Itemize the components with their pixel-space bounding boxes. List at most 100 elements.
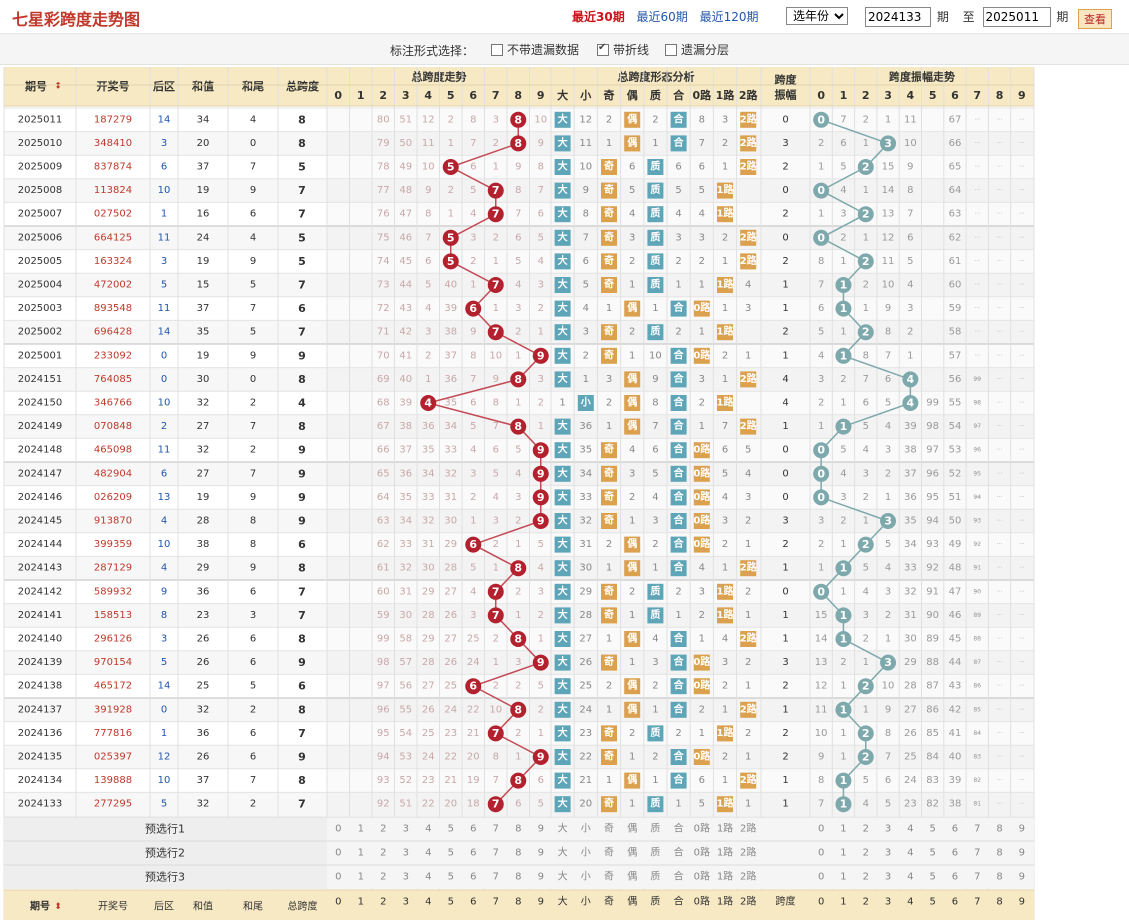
back-cell: 9: [161, 586, 167, 597]
row-bg-trend: [327, 721, 1034, 746]
span-miss: 74: [377, 256, 390, 267]
form-tag-label: 合: [673, 466, 685, 479]
amp-miss-small: ···: [997, 659, 1003, 666]
amp-miss: 32: [904, 586, 917, 597]
back-cell: 11: [158, 232, 171, 243]
amp-miss-small: ···: [997, 282, 1003, 289]
preselect-span-digit: 4: [425, 848, 431, 859]
amp-ball: [813, 442, 830, 459]
form-miss: 2: [652, 114, 658, 125]
span-ball-label: 4: [424, 397, 432, 410]
form-miss: 1: [629, 799, 635, 810]
number-cell: 113824: [94, 185, 132, 196]
span-miss: 2: [448, 114, 454, 125]
form-tag-label: 质: [650, 608, 660, 621]
form-tag-label: 小: [580, 396, 591, 409]
form-tag-3: [624, 560, 641, 577]
span-ball: [532, 465, 549, 482]
form-tag-label: 奇: [604, 750, 614, 763]
form-miss: 1: [606, 634, 612, 645]
footer-span-digit: 3: [403, 897, 409, 908]
amp-miss: 1: [818, 209, 824, 220]
form-tag-label: 大: [558, 443, 568, 456]
option-no-miss[interactable]: 不带遗漏数据: [491, 41, 579, 58]
form-tag-5: [670, 772, 687, 789]
form-tag-label: 质: [650, 160, 660, 173]
amp-miss: 84: [926, 752, 939, 763]
issue-cell: 2024145: [18, 516, 63, 527]
amp-miss: 7: [840, 114, 846, 125]
span-miss: 1: [493, 563, 499, 574]
span-ball-label: 7: [492, 798, 500, 811]
amp-ball-label: 4: [907, 373, 915, 386]
option-layered[interactable]: 遗漏分层: [665, 41, 729, 58]
form-miss: 1: [745, 752, 751, 763]
span-miss: 42: [399, 327, 412, 338]
tail-cell: 9: [250, 563, 256, 574]
form-miss: 1: [606, 303, 612, 314]
form-tag-label: 奇: [604, 160, 614, 173]
sum-cell: 32: [197, 398, 210, 409]
span-miss: 1: [515, 752, 521, 763]
span-cell: 5: [298, 231, 306, 244]
span-digit-header: 5: [447, 89, 455, 102]
amp-miss-small: ···: [1019, 400, 1025, 407]
recent60-link[interactable]: 最近60期: [636, 10, 688, 24]
form-miss: 1: [722, 256, 728, 267]
preselect-span-digit: 2: [380, 848, 386, 859]
form-miss: 25: [579, 681, 592, 692]
amp-cell: 0: [782, 468, 788, 479]
sum-cell: 20: [197, 138, 210, 149]
amp-miss: 6: [885, 374, 891, 385]
span-ball-label: 6: [469, 680, 477, 693]
amp-miss: 52: [949, 468, 962, 479]
checkbox-layered[interactable]: [665, 43, 677, 56]
amp-miss-small: ···: [1019, 494, 1025, 501]
number-cell: 163324: [94, 256, 132, 267]
form-tag-label: 大: [558, 301, 568, 314]
recent120-link[interactable]: 最近120期: [699, 10, 759, 24]
preselect-form-label: 合: [674, 870, 684, 883]
checkbox-no-miss[interactable]: [491, 43, 503, 56]
qi-label-2: 期: [1056, 10, 1069, 24]
span-cell: 9: [298, 751, 306, 764]
option-polyline[interactable]: 带折线: [597, 41, 649, 58]
form-miss: 1: [699, 634, 705, 645]
form-tag-label: 奇: [604, 490, 614, 503]
amp-miss: 96: [973, 447, 981, 454]
number-cell: 465098: [94, 445, 132, 456]
span-miss: 27: [444, 634, 457, 645]
issue-cell: 2025008: [18, 185, 63, 196]
form-miss: 5: [722, 468, 728, 479]
preselect-amp-digit: 8: [996, 824, 1002, 835]
form-miss: 2: [722, 232, 728, 243]
amp-miss: 12: [882, 232, 895, 243]
preselect-form-label: 0路: [694, 822, 710, 835]
form-tag-0: [554, 277, 571, 293]
form-tag-2: [601, 607, 617, 624]
amp-miss: 1: [840, 256, 846, 267]
preselect-amp-digit: 3: [885, 848, 891, 859]
checkbox-polyline[interactable]: [597, 42, 609, 56]
span-ball-label: 6: [469, 302, 477, 315]
footer-form-label: 2路: [740, 895, 756, 908]
year-select[interactable]: 选年份: [786, 7, 848, 25]
form-tag-label: 1路: [717, 584, 735, 597]
amp-ball: [902, 371, 919, 388]
tail-cell: 6: [250, 634, 256, 645]
year-select-wrap: 选年份: [786, 7, 848, 25]
to-issue-input[interactable]: [982, 7, 1051, 27]
form-tag-2: [601, 442, 617, 459]
issue-cell: 2024142: [18, 586, 63, 597]
span-ball: [487, 277, 504, 293]
form-miss: 2: [606, 398, 612, 409]
amp-miss: 3: [818, 516, 824, 527]
amp-miss-small: ···: [974, 706, 980, 713]
query-button[interactable]: 查看: [1078, 9, 1112, 29]
from-issue-input[interactable]: [865, 7, 931, 27]
row-bg-trend: [327, 792, 1034, 816]
preselect-span-digit: 9: [538, 872, 544, 883]
amp-miss: 43: [949, 681, 962, 692]
recent30-link[interactable]: 最近30期: [572, 10, 625, 24]
amp-miss: 9: [885, 704, 891, 715]
